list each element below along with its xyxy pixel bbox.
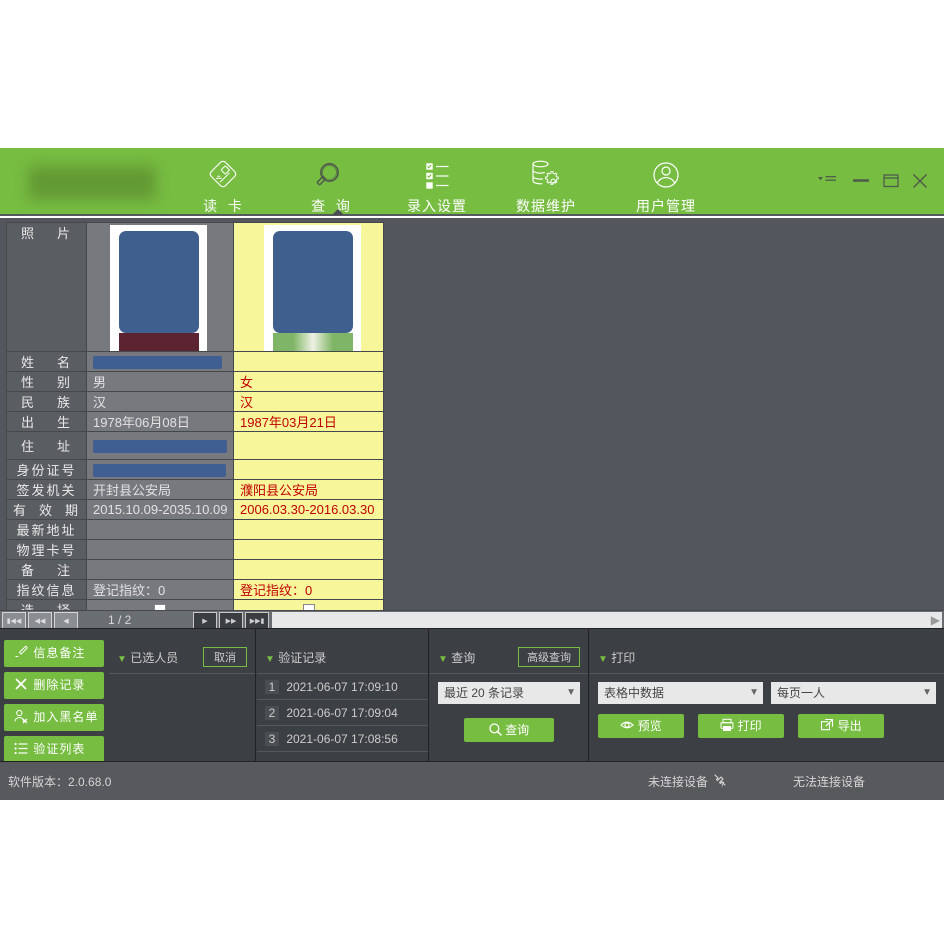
- svg-text:?: ?: [720, 782, 724, 789]
